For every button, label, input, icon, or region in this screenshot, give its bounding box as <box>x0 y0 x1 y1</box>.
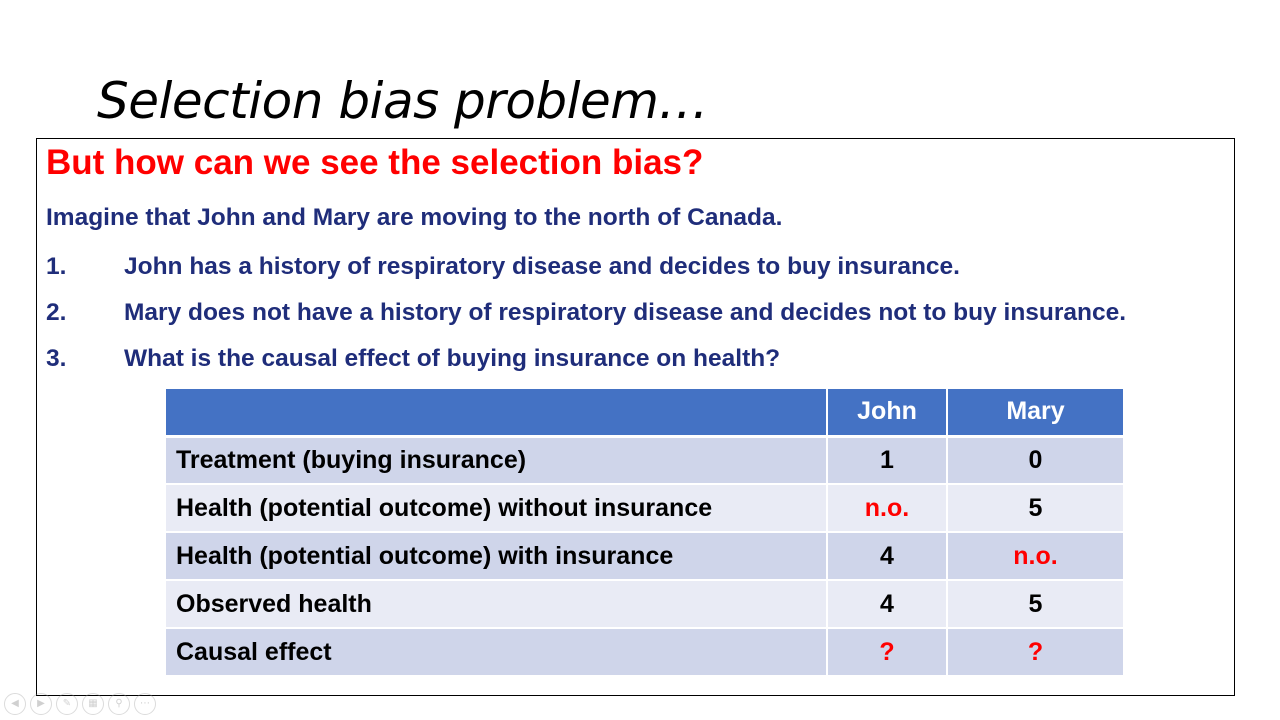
cell-john: 4 <box>827 532 948 581</box>
table-header-mary: Mary <box>947 389 1123 438</box>
cell-mary: 0 <box>947 436 1123 485</box>
content-box <box>36 138 1235 696</box>
cell-john: ? <box>827 628 948 677</box>
list-text: Mary does not have a history of respirat… <box>124 299 1127 326</box>
pen-icon[interactable]: ✎ <box>56 693 78 715</box>
list-item: 2. Mary does not have a history of respir… <box>46 299 1126 327</box>
intro-text: Imagine that John and Mary are moving to… <box>46 204 783 231</box>
list-number: 3. <box>46 345 67 372</box>
headline: But how can we see the selection bias? <box>46 143 704 182</box>
table-row: Treatment (buying insurance) 1 0 <box>166 436 1123 485</box>
cell-john: 1 <box>827 436 948 485</box>
list-item: 3. What is the causal effect of buying in… <box>46 345 780 373</box>
zoom-icon[interactable]: ⚲ <box>108 693 130 715</box>
row-label: Health (potential outcome) without insur… <box>166 484 828 533</box>
list-text: John has a history of respiratory diseas… <box>124 253 960 280</box>
table-row: Health (potential outcome) with insuranc… <box>166 532 1123 581</box>
row-label: Causal effect <box>166 628 828 677</box>
slides-icon[interactable]: ▦ <box>82 693 104 715</box>
cell-mary: ? <box>947 628 1123 677</box>
more-icon[interactable]: ⋯ <box>134 693 156 715</box>
list-number: 2. <box>46 299 67 326</box>
table-row: Health (potential outcome) without insur… <box>166 484 1123 533</box>
previous-icon[interactable]: ◀ <box>4 693 26 715</box>
list-item: 1. John has a history of respiratory dise… <box>46 253 960 281</box>
table-header-john: John <box>827 389 948 438</box>
row-label: Health (potential outcome) with insuranc… <box>166 532 828 581</box>
slide-title: Selection bias problem… <box>97 72 709 130</box>
cell-john: n.o. <box>827 484 948 533</box>
cell-mary: 5 <box>947 580 1123 629</box>
table-header-row: John Mary <box>166 389 1123 438</box>
outcome-table: John Mary Treatment (buying insurance) 1… <box>166 389 1123 677</box>
table-header-blank <box>166 389 828 438</box>
list-number: 1. <box>46 253 67 280</box>
cell-john: 4 <box>827 580 948 629</box>
row-label: Observed health <box>166 580 828 629</box>
list-text: What is the causal effect of buying insu… <box>124 345 781 372</box>
cell-mary: n.o. <box>947 532 1123 581</box>
next-icon[interactable]: ▶ <box>30 693 52 715</box>
row-label: Treatment (buying insurance) <box>166 436 828 485</box>
cell-mary: 5 <box>947 484 1123 533</box>
table-row: Causal effect ? ? <box>166 628 1123 677</box>
table-row: Observed health 4 5 <box>166 580 1123 629</box>
presentation-nav: ◀ ▶ ✎ ▦ ⚲ ⋯ <box>4 693 156 715</box>
